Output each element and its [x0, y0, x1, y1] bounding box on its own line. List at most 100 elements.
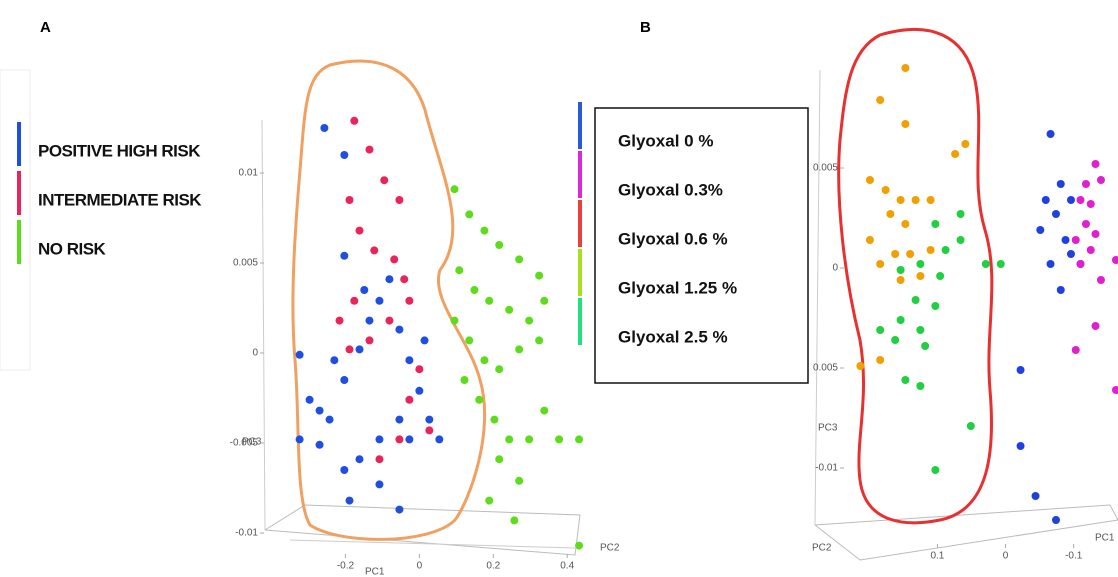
legend-frame — [0, 69, 31, 371]
data-point — [405, 356, 414, 365]
data-point — [515, 255, 524, 264]
legend-swatch — [17, 122, 21, 166]
data-point — [495, 241, 504, 249]
y-tick-label: 0 — [832, 263, 838, 274]
data-point — [901, 376, 910, 384]
legend-swatch — [578, 249, 582, 296]
legend-swatch — [578, 200, 582, 247]
data-point — [365, 145, 374, 154]
data-point — [916, 326, 925, 334]
data-point — [495, 455, 504, 464]
data-point — [340, 151, 349, 159]
legend-swatch — [17, 220, 21, 264]
data-point — [926, 246, 935, 254]
data-point — [485, 496, 494, 505]
data-point — [981, 260, 990, 268]
x-tick-label: 0.2 — [486, 561, 500, 572]
data-point — [465, 210, 474, 219]
y-axis-label: PC3 — [242, 437, 262, 448]
data-point — [405, 296, 414, 305]
data-point — [425, 415, 434, 424]
y-tick-label: 0.01 — [239, 168, 259, 179]
data-point — [891, 250, 900, 258]
data-point — [535, 336, 544, 345]
data-point — [355, 226, 364, 235]
legend-label: Glyoxal 1.25 % — [618, 278, 737, 297]
x-tick-label: 0 — [1003, 551, 1009, 562]
data-point — [535, 271, 544, 280]
z-axis-label: PC2 — [812, 543, 832, 554]
data-point — [931, 466, 940, 474]
data-point — [510, 516, 519, 525]
data-point — [1076, 196, 1085, 204]
data-point — [901, 120, 910, 128]
y-tick-label: 0.005 — [813, 363, 838, 374]
data-point — [1051, 210, 1060, 218]
data-point — [395, 415, 404, 424]
data-point — [1081, 220, 1090, 228]
data-point — [1091, 160, 1100, 168]
data-point — [901, 220, 910, 228]
data-point — [1086, 246, 1095, 254]
data-point — [475, 395, 484, 404]
data-point — [1036, 226, 1045, 234]
data-point — [435, 435, 444, 444]
cluster-outline — [291, 59, 487, 541]
data-point — [315, 406, 324, 415]
data-point — [375, 296, 384, 305]
data-point — [555, 435, 564, 444]
legend-label: NO RISK — [38, 239, 107, 258]
data-point — [395, 325, 404, 334]
data-point — [385, 275, 394, 284]
data-point — [340, 466, 349, 474]
data-point — [575, 435, 584, 444]
data-point — [906, 250, 915, 258]
data-point — [1071, 346, 1080, 354]
data-point — [1066, 250, 1075, 258]
data-point — [340, 251, 349, 260]
legend-swatch — [578, 298, 582, 345]
data-point — [1016, 366, 1025, 374]
x-tick-label: -0.1 — [1065, 551, 1083, 562]
data-point — [916, 272, 925, 280]
data-point — [951, 150, 960, 158]
data-point — [1086, 200, 1095, 208]
data-point — [405, 395, 414, 404]
data-point — [911, 296, 920, 304]
data-point — [515, 345, 524, 354]
data-point — [505, 305, 514, 314]
x-tick-label: 0.1 — [930, 551, 944, 562]
data-point — [1046, 260, 1055, 268]
data-point — [1076, 260, 1085, 268]
legend-swatch — [578, 102, 582, 149]
data-point — [390, 255, 399, 264]
data-point — [525, 316, 534, 325]
data-point — [921, 342, 930, 350]
data-point — [415, 365, 424, 374]
x-axis-label: PC1 — [1095, 533, 1115, 544]
legend-box — [594, 107, 809, 384]
y-tick-label: -0.01 — [235, 528, 258, 539]
x-tick-label: 0 — [417, 561, 423, 572]
data-point — [936, 272, 945, 280]
data-point — [295, 435, 304, 444]
legend-label: INTERMEDIATE RISK — [38, 190, 202, 209]
data-point — [320, 124, 329, 132]
z-axis-label: PC2 — [600, 543, 620, 554]
axis-frame — [261, 119, 266, 531]
data-point — [956, 236, 965, 244]
data-point — [450, 316, 459, 325]
data-point — [405, 435, 414, 444]
data-point — [911, 196, 920, 204]
data-point — [465, 336, 474, 345]
data-point — [340, 376, 349, 384]
data-point — [865, 176, 874, 184]
data-point — [515, 476, 524, 485]
data-point — [1111, 256, 1118, 264]
data-point — [1046, 130, 1055, 138]
data-point — [350, 296, 359, 305]
data-point — [540, 406, 549, 415]
data-point — [896, 266, 905, 274]
data-point — [400, 275, 409, 284]
